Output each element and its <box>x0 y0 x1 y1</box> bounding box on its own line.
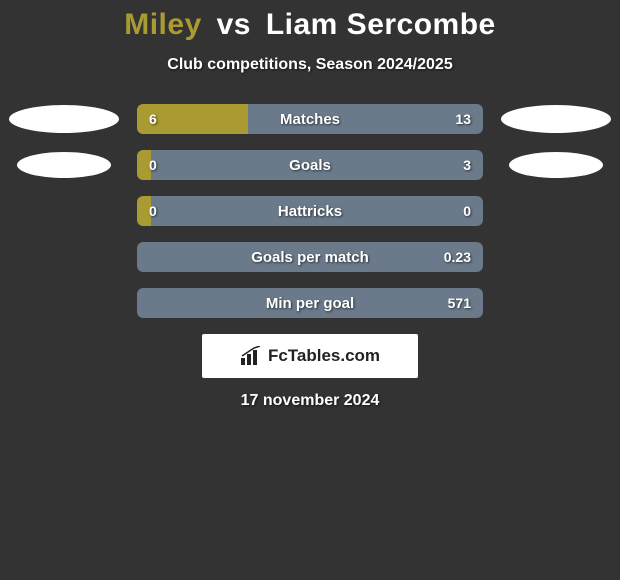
stat-bar: 0Hattricks0 <box>137 196 483 226</box>
stat-rows: 6Matches130Goals30Hattricks0Goals per ma… <box>0 104 620 318</box>
stat-right-value: 571 <box>448 295 471 311</box>
stat-right-value: 0.23 <box>444 249 471 265</box>
stat-bar: 6Matches13 <box>137 104 483 134</box>
avatar <box>501 105 611 133</box>
page-title: Miley vs Liam Sercombe <box>0 8 620 42</box>
avatar <box>509 152 603 178</box>
avatar-left-slot <box>9 152 119 178</box>
title-vs: vs <box>217 8 251 41</box>
stat-label: Min per goal <box>137 295 483 312</box>
stat-bar: Min per goal571 <box>137 288 483 318</box>
brand-text: FcTables.com <box>268 346 380 366</box>
stat-row: Min per goal571 <box>0 288 620 318</box>
comparison-container: Miley vs Liam Sercombe Club competitions… <box>0 0 620 410</box>
brand-badge[interactable]: FcTables.com <box>202 334 418 378</box>
stat-bar: 0Goals3 <box>137 150 483 180</box>
subtitle: Club competitions, Season 2024/2025 <box>0 56 620 74</box>
stat-right-value: 3 <box>463 157 471 173</box>
stat-label: Goals <box>137 157 483 174</box>
stat-row: 0Goals3 <box>0 150 620 180</box>
stat-right-value: 13 <box>455 111 471 127</box>
stat-row: 0Hattricks0 <box>0 196 620 226</box>
stat-bar: Goals per match0.23 <box>137 242 483 272</box>
stat-right-value: 0 <box>463 203 471 219</box>
avatar-right-slot <box>501 152 611 178</box>
footer-date: 17 november 2024 <box>0 392 620 410</box>
avatar-left-slot <box>9 105 119 133</box>
stat-row: Goals per match0.23 <box>0 242 620 272</box>
avatar <box>9 105 119 133</box>
avatar-right-slot <box>501 105 611 133</box>
chart-icon <box>240 346 262 366</box>
stat-label: Matches <box>137 111 483 128</box>
title-player1: Miley <box>124 8 202 41</box>
stat-label: Goals per match <box>137 249 483 266</box>
title-player2: Liam Sercombe <box>266 8 496 41</box>
avatar <box>17 152 111 178</box>
stat-label: Hattricks <box>137 203 483 220</box>
stat-row: 6Matches13 <box>0 104 620 134</box>
